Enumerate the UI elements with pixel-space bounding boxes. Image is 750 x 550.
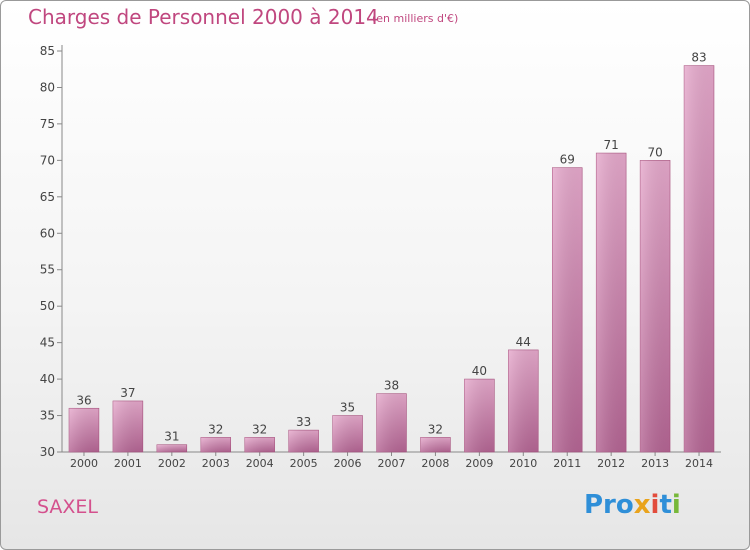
logo-part: Pro — [584, 490, 634, 520]
x-tick-label: 2003 — [202, 457, 230, 470]
logo-part: i — [650, 490, 660, 520]
bar-shade — [464, 379, 495, 452]
bar-shade — [420, 437, 451, 452]
chart-subtitle: (en milliers d'€) — [372, 12, 459, 25]
x-tick-label: 2007 — [378, 457, 406, 470]
y-tick-label: 50 — [40, 299, 55, 313]
y-tick-label: 45 — [40, 336, 55, 350]
bar-shade — [288, 430, 319, 452]
bar-shade — [376, 393, 407, 452]
commune-name: SAXEL — [37, 496, 99, 518]
y-tick-label: 40 — [40, 372, 55, 386]
data-label: 38 — [384, 379, 399, 393]
data-label: 33 — [296, 415, 311, 429]
x-tick-label: 2014 — [685, 457, 713, 470]
logo-part: x — [633, 490, 651, 520]
y-tick-label: 60 — [40, 226, 55, 240]
bar-shade — [200, 437, 231, 452]
bar-shade — [640, 160, 671, 452]
logo-part: i — [671, 490, 681, 520]
x-tick-label: 2006 — [334, 457, 362, 470]
bar-shade — [332, 415, 363, 452]
x-tick-label: 2002 — [158, 457, 186, 470]
y-tick-label: 30 — [40, 445, 55, 459]
data-label: 83 — [691, 51, 706, 65]
data-label: 44 — [516, 335, 531, 349]
x-tick-label: 2012 — [597, 457, 625, 470]
x-tick-label: 2004 — [246, 457, 274, 470]
bar-shade — [69, 408, 99, 452]
x-tick-label: 2000 — [70, 457, 98, 470]
data-label: 32 — [208, 422, 223, 436]
x-tick-label: 2011 — [553, 457, 581, 470]
data-label: 36 — [76, 393, 91, 407]
data-label: 35 — [340, 401, 355, 415]
bar-shade — [112, 400, 143, 452]
y-tick-label: 70 — [40, 153, 55, 167]
data-label: 31 — [164, 430, 179, 444]
y-tick-label: 35 — [40, 409, 55, 423]
y-tick-label: 80 — [40, 80, 55, 94]
data-label: 32 — [428, 422, 443, 436]
data-label: 37 — [120, 386, 135, 400]
bar-shade — [244, 437, 275, 452]
y-tick-label: 85 — [40, 44, 55, 58]
x-tick-label: 2013 — [641, 457, 669, 470]
y-tick-label: 75 — [40, 117, 55, 131]
bar-shade — [596, 153, 627, 452]
x-tick-label: 2009 — [465, 457, 493, 470]
bar-shade — [508, 349, 539, 452]
data-label: 40 — [472, 364, 487, 378]
proxiti-logo: Proxiti — [584, 490, 681, 520]
x-tick-label: 2001 — [114, 457, 142, 470]
chart-title: Charges de Personnel 2000 à 2014 — [28, 5, 379, 29]
x-tick-label: 2010 — [509, 457, 537, 470]
x-tick-label: 2008 — [421, 457, 449, 470]
x-tick-label: 2005 — [290, 457, 318, 470]
y-tick-label: 65 — [40, 190, 55, 204]
bar-shade — [156, 444, 187, 452]
data-label: 32 — [252, 422, 267, 436]
bar-shade — [684, 65, 714, 452]
data-label: 70 — [647, 145, 662, 159]
data-label: 69 — [560, 153, 575, 167]
logo-part: t — [659, 490, 672, 520]
data-label: 71 — [604, 138, 619, 152]
y-tick-label: 55 — [40, 263, 55, 277]
bar-shade — [552, 167, 583, 452]
